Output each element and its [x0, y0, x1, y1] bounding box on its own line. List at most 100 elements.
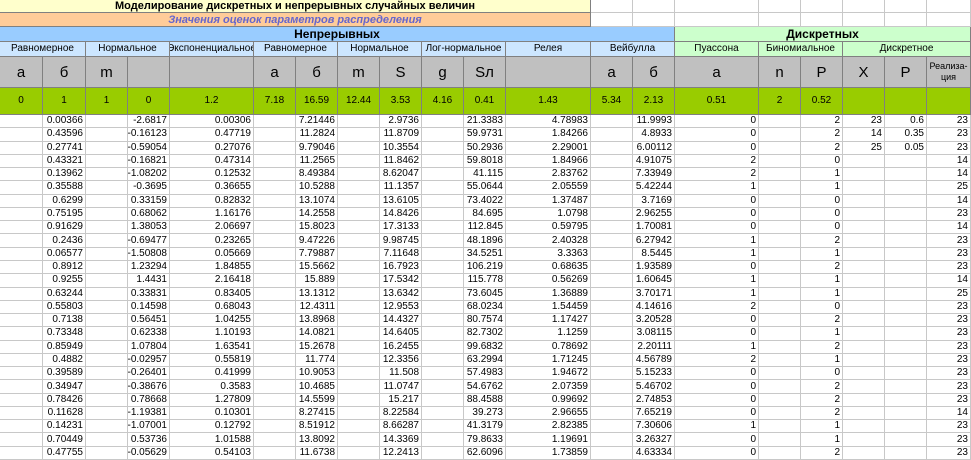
data-cell: 0.12792 — [170, 420, 254, 434]
data-cell: -0.26401 — [128, 367, 170, 381]
cell — [338, 260, 380, 275]
cell — [254, 168, 296, 182]
data-cell: 23 — [927, 393, 971, 407]
param-label: g — [422, 57, 464, 88]
cell — [759, 141, 801, 155]
data-cell: 0 — [675, 433, 759, 447]
data-cell: 48.1896 — [464, 234, 506, 248]
data-cell: 54.6762 — [464, 380, 506, 394]
data-cell: 99.6832 — [464, 340, 506, 354]
data-cell: 0.27076 — [170, 141, 254, 155]
cell — [86, 300, 128, 315]
cell — [675, 13, 759, 27]
data-cell: 59.8018 — [464, 154, 506, 169]
cell — [86, 168, 128, 182]
data-cell: 1.54459 — [506, 300, 591, 315]
data-cell: -0.69477 — [128, 234, 170, 248]
param-label: а — [0, 57, 43, 88]
cell — [338, 234, 380, 248]
cell — [86, 194, 128, 208]
data-cell: 0.78692 — [506, 340, 591, 354]
data-cell: 23 — [927, 353, 971, 368]
data-cell: 23 — [927, 367, 971, 381]
cell — [422, 221, 464, 235]
data-cell: 13.1312 — [296, 287, 338, 301]
cell — [86, 327, 128, 341]
cell — [254, 128, 296, 142]
cell — [338, 247, 380, 261]
data-cell: 0 — [675, 141, 759, 155]
cell — [591, 327, 633, 341]
cell — [591, 181, 633, 195]
cell — [591, 221, 633, 235]
data-cell: 1.17427 — [506, 314, 591, 328]
data-cell: 0.39589 — [43, 367, 86, 381]
data-cell: 0 — [675, 194, 759, 208]
data-cell: 0.55803 — [43, 300, 86, 315]
distribution-header: Вейбулла — [591, 42, 675, 57]
cell — [591, 420, 633, 434]
data-cell: 1.38053 — [128, 221, 170, 235]
data-cell: 0 — [675, 327, 759, 341]
data-cell: 8.49384 — [296, 168, 338, 182]
data-cell: 0.36655 — [170, 181, 254, 195]
data-cell: 0.43596 — [43, 128, 86, 142]
cell — [0, 128, 43, 142]
data-cell: 14.3369 — [380, 433, 422, 447]
cell — [0, 115, 43, 129]
cell — [843, 274, 885, 288]
cell — [885, 13, 927, 27]
cell — [591, 367, 633, 381]
param-value: 2.13 — [633, 88, 675, 115]
cell — [254, 300, 296, 315]
data-cell: 2.06697 — [170, 221, 254, 235]
param-value: 0.41 — [464, 88, 506, 115]
data-cell: 2 — [801, 260, 843, 275]
data-cell: 41.115 — [464, 168, 506, 182]
cell — [843, 353, 885, 368]
cell — [254, 353, 296, 368]
data-cell: 0 — [675, 367, 759, 381]
data-cell: 0.4882 — [43, 353, 86, 368]
data-cell: 1.37487 — [506, 194, 591, 208]
cell — [86, 274, 128, 288]
data-cell: 6.27942 — [633, 234, 675, 248]
cell — [759, 194, 801, 208]
data-cell: 4.78983 — [506, 115, 591, 129]
data-cell: 0.55819 — [170, 353, 254, 368]
data-cell: 2.82385 — [506, 420, 591, 434]
data-cell: 0.7138 — [43, 314, 86, 328]
data-cell: 0.56269 — [506, 274, 591, 288]
cell — [338, 393, 380, 407]
data-cell: 0 — [801, 154, 843, 169]
cell — [86, 207, 128, 222]
cell — [0, 393, 43, 407]
cell — [338, 141, 380, 155]
data-cell: 0.68635 — [506, 260, 591, 275]
data-cell: 2.83762 — [506, 168, 591, 182]
data-cell: 0 — [675, 393, 759, 407]
data-cell: 2.96255 — [633, 207, 675, 222]
cell — [254, 221, 296, 235]
cell — [0, 367, 43, 381]
cell — [422, 274, 464, 288]
cell — [0, 181, 43, 195]
data-cell: 0.59795 — [506, 221, 591, 235]
data-cell: 0.82832 — [170, 194, 254, 208]
data-cell: 1 — [675, 420, 759, 434]
cell — [254, 207, 296, 222]
cell — [591, 247, 633, 261]
distribution-header: Дискретное — [843, 42, 971, 57]
data-cell: 14.4327 — [380, 314, 422, 328]
data-cell: 14 — [927, 221, 971, 235]
cell — [0, 234, 43, 248]
cell — [254, 260, 296, 275]
data-cell: 11.8462 — [380, 154, 422, 169]
data-cell: 2 — [801, 141, 843, 155]
data-cell: 0.6 — [885, 115, 927, 129]
cell — [759, 300, 801, 315]
data-cell: 14 — [843, 128, 885, 142]
data-cell: 0.12532 — [170, 168, 254, 182]
cell — [86, 154, 128, 169]
cell — [422, 234, 464, 248]
